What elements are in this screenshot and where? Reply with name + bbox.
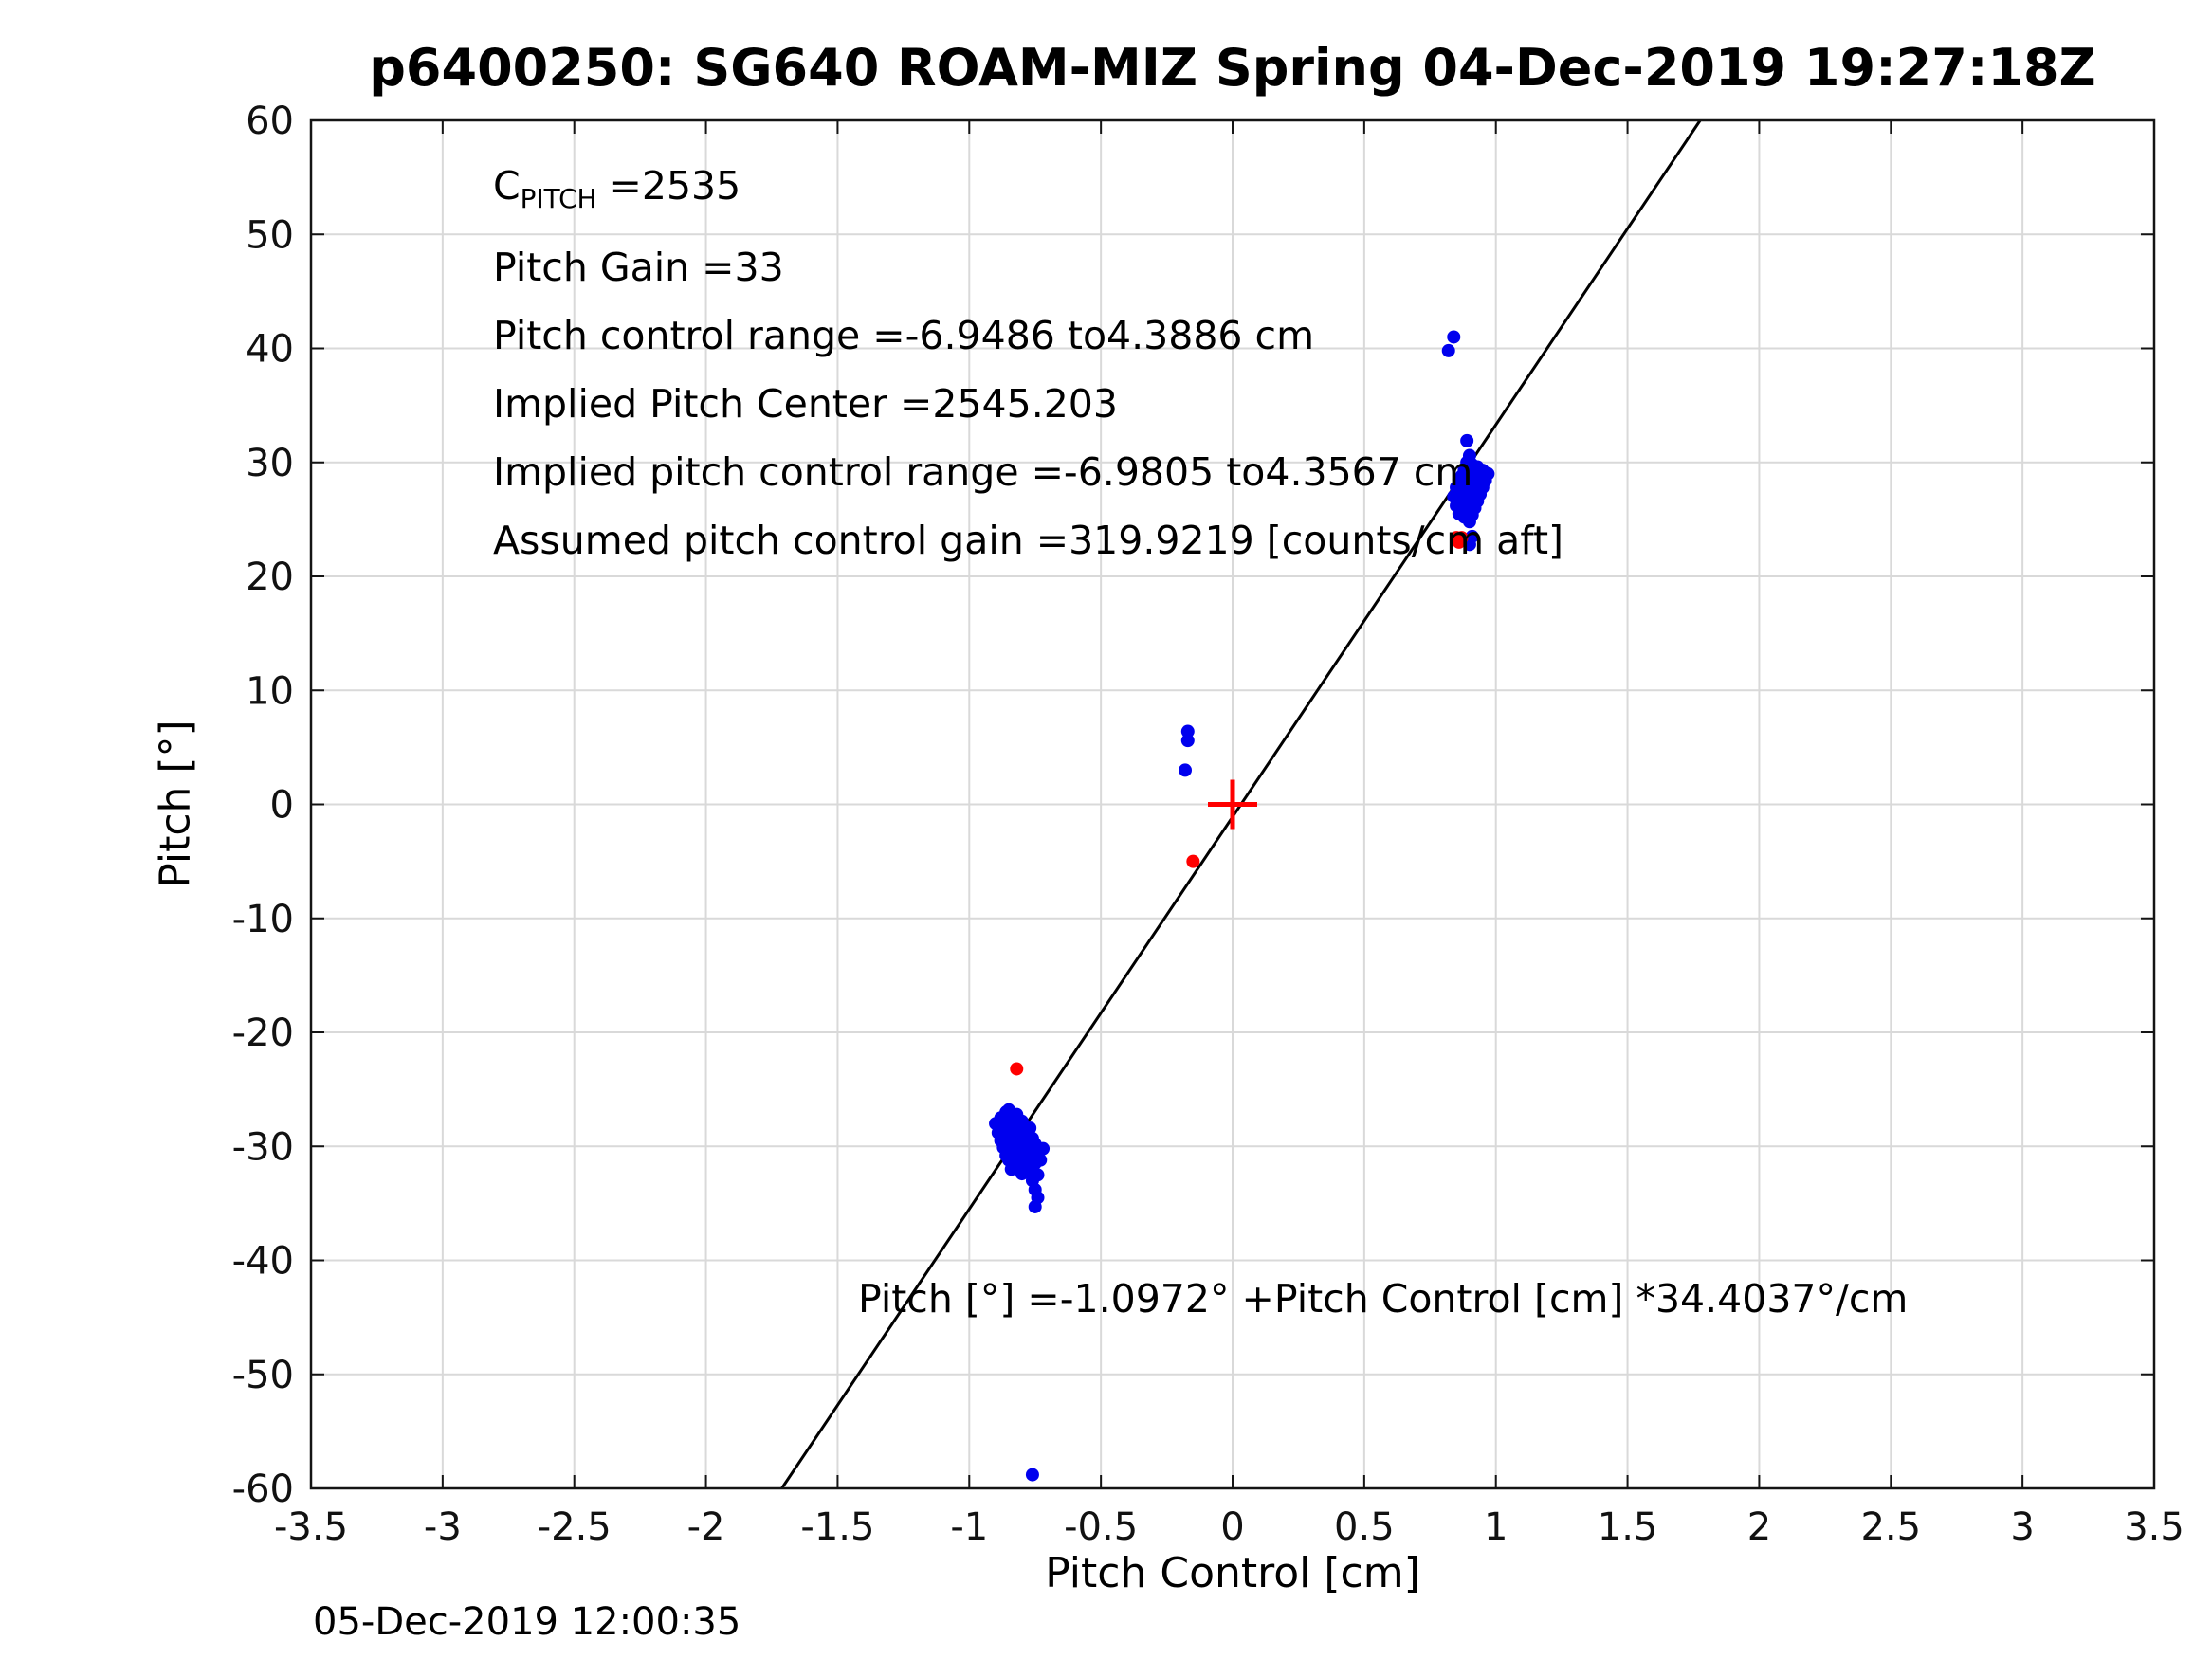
pitch-observations-point xyxy=(1036,1141,1051,1156)
pitch-center-marker-plus xyxy=(1208,779,1257,830)
annotation-assumed-pitch-control-gain: Assumed pitch control gain =319.9219 [co… xyxy=(493,518,1564,564)
annotation-implied-pitch-control-range: Implied pitch control range =-6.9805 to4… xyxy=(493,449,1473,496)
flagged-observations-point xyxy=(1186,854,1200,868)
y-tick-label: 60 xyxy=(246,100,294,143)
x-tick-label: 2.5 xyxy=(1860,1505,1921,1549)
x-tick-label: 0 xyxy=(1220,1505,1244,1549)
x-tick-label: 3 xyxy=(2010,1505,2034,1549)
x-tick-label: -0.5 xyxy=(1064,1505,1138,1549)
y-tick-label: 0 xyxy=(270,784,294,828)
pitch-observations-point xyxy=(1465,529,1479,543)
flagged-observations-point xyxy=(1452,535,1466,549)
x-tick-label: 0.5 xyxy=(1334,1505,1395,1549)
chart-title: p6400250: SG640 ROAM-MIZ Spring 04-Dec-2… xyxy=(369,38,2096,98)
x-tick-label: -3.5 xyxy=(274,1505,348,1549)
y-tick-label: -10 xyxy=(232,898,294,941)
y-axis-label: Pitch [°] xyxy=(151,720,200,888)
axes-frame xyxy=(309,118,2156,1490)
y-tick-label: 20 xyxy=(246,556,294,599)
y-tick-label: -60 xyxy=(232,1468,294,1511)
pitch-observations-point xyxy=(1180,734,1195,748)
x-tick-label: 2 xyxy=(1747,1505,1771,1549)
y-tick-label: 40 xyxy=(246,328,294,372)
pitch-observations-point xyxy=(1023,1121,1037,1136)
creation-timestamp: 05-Dec-2019 12:00:35 xyxy=(313,1600,741,1644)
annotation-pitch-control-range: Pitch control range =-6.9486 to4.3886 cm xyxy=(493,313,1315,359)
x-tick-label: -1 xyxy=(950,1505,988,1549)
y-tick-label: 30 xyxy=(246,442,294,485)
x-tick-label: -1.5 xyxy=(800,1505,874,1549)
stats-annotation-block: CPITCH =2535 Pitch Gain =33 Pitch contro… xyxy=(493,152,1563,574)
annotation-cpitch: CPITCH =2535 xyxy=(493,152,1563,233)
cpitch-base: C xyxy=(493,163,521,209)
y-tick-label: -40 xyxy=(232,1240,294,1284)
annotation-pitch-gain: Pitch Gain =33 xyxy=(493,245,784,291)
x-tick-label: 1.5 xyxy=(1598,1505,1658,1549)
x-axis-label: Pitch Control [cm] xyxy=(1045,1549,1420,1597)
x-tick-label: 1 xyxy=(1484,1505,1508,1549)
x-tick-label: 3.5 xyxy=(2124,1505,2185,1549)
cpitch-value: =2535 xyxy=(596,163,741,209)
y-tick-label: 10 xyxy=(246,669,294,713)
pitch-observations-point xyxy=(1033,1153,1048,1167)
x-tick-label: -2.5 xyxy=(538,1505,612,1549)
pitch-observations-point xyxy=(1025,1468,1039,1482)
flagged-observations-point xyxy=(1010,1062,1024,1076)
x-tick-label: -3 xyxy=(424,1505,462,1549)
pitch-observations-point xyxy=(1179,763,1193,777)
y-tick-label: -30 xyxy=(232,1125,294,1169)
cpitch-subscript: PITCH xyxy=(520,183,597,215)
y-tick-label: -20 xyxy=(232,1012,294,1055)
pitch-observations-point xyxy=(1481,466,1495,481)
pitch-observations-point xyxy=(1447,330,1461,344)
y-tick-label: 50 xyxy=(246,213,294,257)
annotation-implied-pitch-center: Implied Pitch Center =2545.203 xyxy=(493,381,1118,428)
x-tick-label: -2 xyxy=(687,1505,725,1549)
y-tick-label: -50 xyxy=(232,1354,294,1397)
pitch-observations-point xyxy=(1441,343,1455,357)
pitch-observations-point xyxy=(1180,724,1195,738)
fit-equation-label: Pitch [°] =-1.0972° +Pitch Control [cm] … xyxy=(858,1276,1909,1322)
pitch-observations-point xyxy=(1460,433,1474,447)
pitch-observations-point xyxy=(1031,1191,1045,1205)
pitch-observations-point xyxy=(1031,1168,1045,1182)
